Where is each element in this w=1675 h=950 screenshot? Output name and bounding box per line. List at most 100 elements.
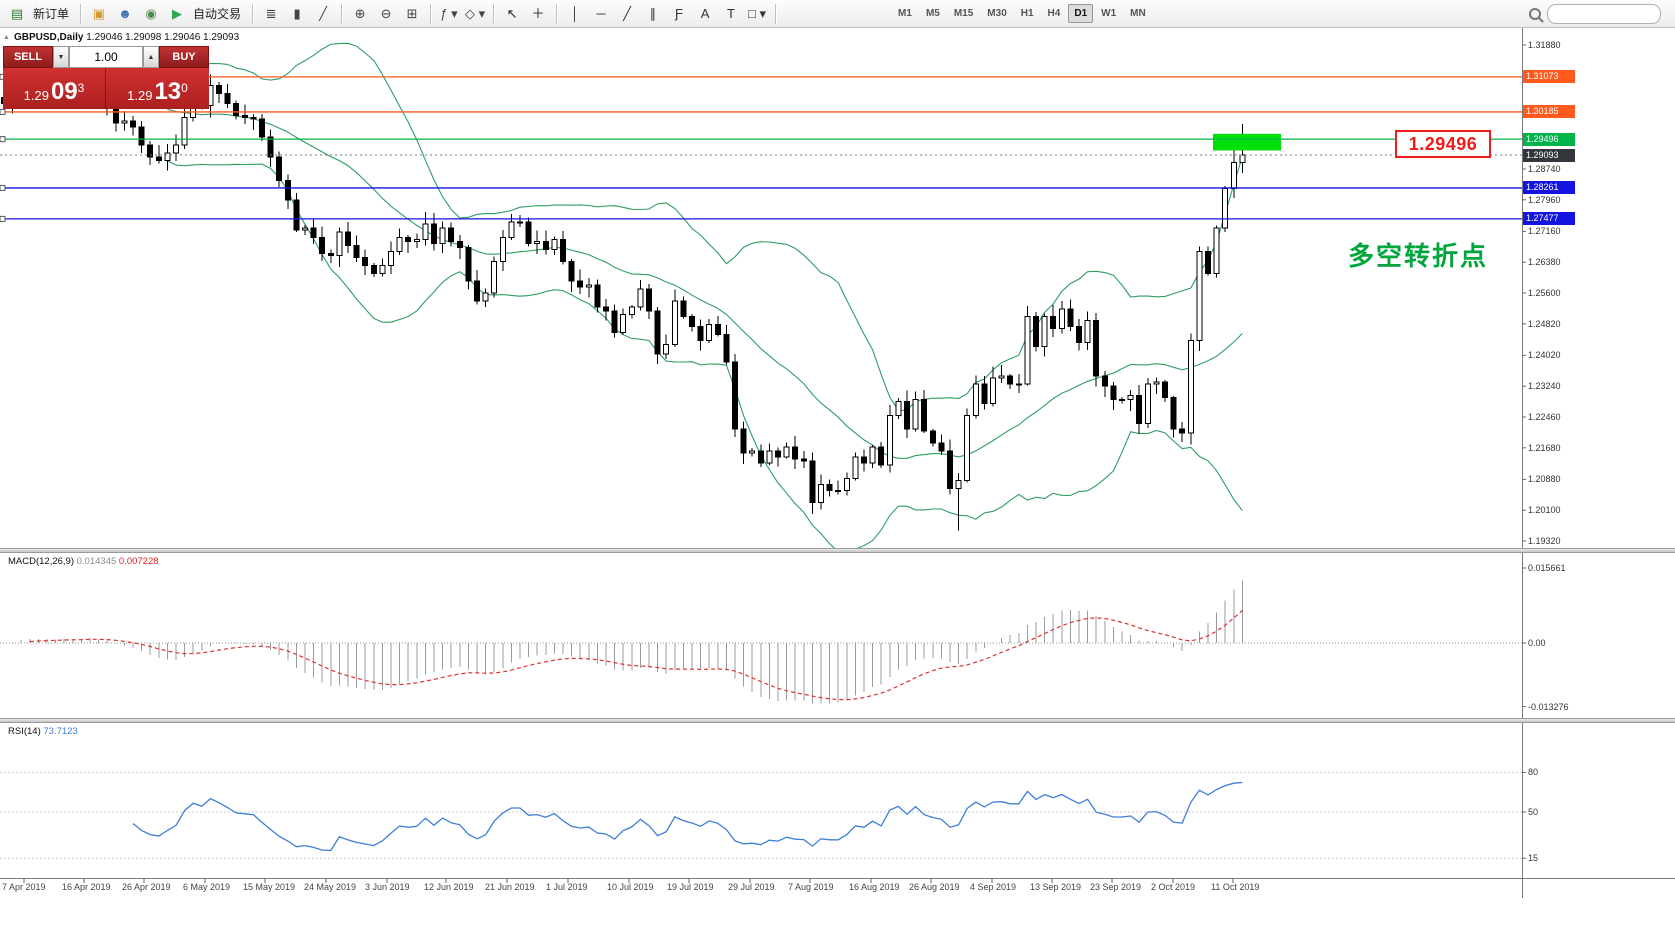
search-icon: [1529, 7, 1541, 20]
date-label: 26 Apr 2019: [122, 882, 171, 892]
date-label: 29 Jul 2019: [728, 882, 775, 892]
timeframe-h4[interactable]: H4: [1047, 8, 1061, 19]
date-label: 10 Jul 2019: [607, 882, 654, 892]
tile-windows-button[interactable]: ⊞: [400, 2, 424, 26]
price-axis-badge: 1.31073: [1523, 70, 1575, 84]
timeframe-m30[interactable]: M30: [987, 8, 1007, 19]
line-chart-button[interactable]: ╱: [311, 2, 335, 26]
sell-button[interactable]: SELL: [3, 46, 53, 68]
toolbar-group-orders: ▤ 新订单: [4, 2, 75, 26]
volume-input[interactable]: [70, 47, 142, 67]
main-pane[interactable]: [0, 42, 1522, 552]
search-box: [1547, 3, 1661, 24]
symbol-period-label: GBPUSD,Daily: [14, 32, 84, 43]
line-handle[interactable]: [0, 108, 6, 115]
macd-axis-label: 0.015661: [1528, 562, 1566, 573]
channel-button[interactable]: ∥: [641, 2, 665, 26]
timeframe-w1[interactable]: W1: [1101, 8, 1117, 19]
bollinger-middle-band: [167, 108, 1243, 459]
volume-field-wrap: [69, 46, 143, 68]
refresh-icon-button[interactable]: ◉: [139, 2, 163, 26]
shapes-dropdown-button[interactable]: □ ▾: [745, 2, 769, 26]
chart-canvas[interactable]: [0, 28, 1675, 950]
price-axis-badge: 1.29496: [1523, 132, 1575, 146]
price-axis-label: 1.21680: [1528, 442, 1561, 453]
rsi-name: RSI(14): [8, 726, 41, 737]
macd-main-value: 0.014345: [76, 556, 117, 567]
date-label: 21 Jun 2019: [485, 882, 535, 892]
new-order-icon: ▤: [10, 6, 24, 21]
line-handle[interactable]: [0, 136, 6, 143]
volume-down-button[interactable]: ▼: [53, 46, 69, 68]
volume-up-button[interactable]: ▲: [143, 46, 159, 68]
bar-chart-icon: ≣: [265, 6, 277, 21]
line-chart-icon: ╱: [319, 6, 327, 21]
rsi-pane[interactable]: [0, 771, 1522, 859]
buy-price[interactable]: 1.29 13 0: [106, 68, 209, 109]
trendline-button[interactable]: ╱: [615, 2, 639, 26]
price-callout[interactable]: 1.29496: [1395, 130, 1491, 158]
chart-title: GBPUSD,Daily 1.29046 1.29098 1.29046 1.2…: [14, 32, 239, 43]
refresh-icon-icon: ◉: [145, 6, 157, 21]
channel-icon: ∥: [649, 6, 657, 21]
toolbar-separator: [556, 3, 558, 24]
timeframe-m1[interactable]: M1: [898, 8, 912, 19]
rsi-axis-label: 50: [1528, 807, 1539, 817]
sell-price[interactable]: 1.29 09 3: [3, 68, 106, 109]
macd-histogram: [12, 580, 1243, 704]
toolbar-separator: [252, 3, 254, 24]
candle-chart-button[interactable]: ▮: [285, 2, 309, 26]
cursor-button[interactable]: ↖: [500, 2, 524, 26]
crosshair-icon: ＋: [531, 6, 545, 21]
chart-scroll-marker-icon: ▲: [3, 34, 10, 41]
date-label: 15 May 2019: [243, 882, 296, 892]
date-label: 7 Apr 2019: [2, 882, 46, 892]
profile-icon-button[interactable]: ☻: [113, 2, 137, 26]
zoom-out-button[interactable]: ⊖: [374, 2, 398, 26]
shapes-dropdown-icon: □ ▾: [748, 6, 767, 21]
fibonacci-button[interactable]: Ƒ: [667, 2, 691, 26]
search-input[interactable]: [1554, 6, 1654, 21]
folder-icon-button[interactable]: ▣: [87, 2, 111, 26]
buy-price-pips: 13: [154, 78, 182, 105]
zoom-in-button[interactable]: ⊕: [348, 2, 372, 26]
bar-chart-button[interactable]: ≣: [259, 2, 283, 26]
candle-chart-icon: ▮: [293, 6, 301, 21]
toolbar-separator: [775, 3, 777, 24]
line-handle[interactable]: [0, 184, 6, 191]
horizontal-line-button[interactable]: ─: [589, 2, 613, 26]
turning-point-note[interactable]: 多空转折点: [1348, 241, 1489, 271]
main-toolbar: ▤ 新订单 ▣ ☻ ◉ ▶ 自动交易 ≣ ▮ ╱ ⊕ ⊖ ⊞ ƒ ▾ ◇ ▾ ↖ ＋ │ ─ ╱ ∥ Ƒ A T □ ▾ M1 M5…: [0, 0, 1675, 28]
price-axis-label: 1.31880: [1528, 40, 1561, 50]
pane-separator[interactable]: [0, 548, 1675, 553]
macd-pane[interactable]: [0, 580, 1522, 704]
new-order-button[interactable]: ▤: [5, 2, 29, 26]
timeframe-h1[interactable]: H1: [1020, 8, 1034, 19]
timeframe-m15[interactable]: M15: [953, 8, 974, 19]
timeframe-mn[interactable]: MN: [1130, 8, 1146, 19]
toolbar-group-zoom: ⊕ ⊖ ⊞: [347, 2, 425, 26]
autotrading-button[interactable]: ▶: [165, 2, 189, 26]
macd-signal-value: 0.007228: [118, 556, 159, 567]
pane-separator[interactable]: [0, 718, 1675, 723]
line-handle[interactable]: [0, 215, 6, 222]
price-axis-label: 1.27160: [1528, 226, 1561, 237]
objects-dropdown-button[interactable]: ◇ ▾: [463, 2, 487, 26]
timeframe-d1[interactable]: D1: [1068, 4, 1094, 23]
buy-button[interactable]: BUY: [159, 46, 209, 68]
macd-label: MACD(12,26,9) 0.014345 0.007228: [8, 556, 159, 567]
date-label: 16 Aug 2019: [849, 882, 900, 892]
horizontal-line-icon: ─: [596, 6, 606, 21]
price-axis-badge: 1.29093: [1523, 148, 1575, 162]
label-button[interactable]: T: [719, 2, 743, 26]
highlight-rectangle[interactable]: [1213, 133, 1281, 151]
price-axis-label: 1.23240: [1528, 381, 1561, 392]
price-axis-badge: 1.28261: [1523, 181, 1575, 195]
zoom-out-icon: ⊖: [380, 6, 392, 21]
indicators-dropdown-button[interactable]: ƒ ▾: [437, 2, 461, 26]
timeframe-m5[interactable]: M5: [925, 8, 940, 19]
vertical-line-button[interactable]: │: [563, 2, 587, 26]
text-button[interactable]: A: [693, 2, 717, 26]
toolbar-separator: [493, 3, 495, 24]
crosshair-button[interactable]: ＋: [526, 2, 550, 26]
